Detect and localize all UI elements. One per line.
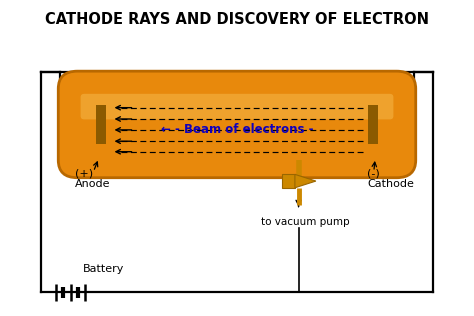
Bar <box>368 105 378 144</box>
FancyBboxPatch shape <box>81 94 393 119</box>
Text: Battery: Battery <box>83 264 125 274</box>
Text: ← - Beam of electrons -: ← - Beam of electrons - <box>161 123 313 137</box>
FancyBboxPatch shape <box>58 71 416 178</box>
Text: (+): (+) <box>75 168 93 179</box>
Text: (-): (-) <box>367 168 380 179</box>
Polygon shape <box>295 174 316 188</box>
Text: Anode: Anode <box>75 179 110 189</box>
Text: to vacuum pump: to vacuum pump <box>261 217 350 227</box>
Bar <box>96 105 106 144</box>
Bar <box>282 174 295 188</box>
Text: CATHODE RAYS AND DISCOVERY OF ELECTRON: CATHODE RAYS AND DISCOVERY OF ELECTRON <box>45 12 429 27</box>
Text: Cathode: Cathode <box>367 179 414 189</box>
